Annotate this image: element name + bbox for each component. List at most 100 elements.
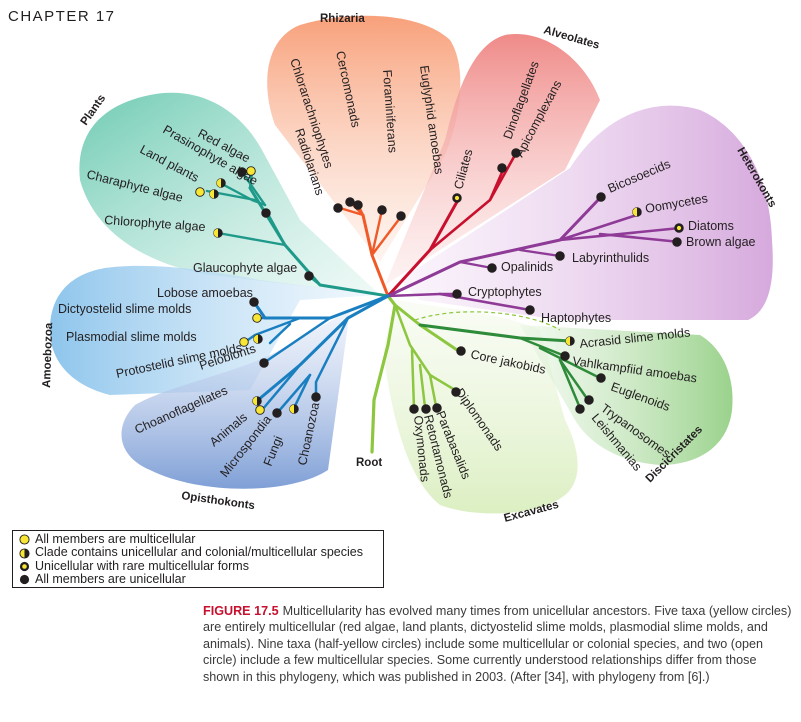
marker-fungi: [289, 404, 299, 414]
marker-red-algae: [246, 166, 256, 176]
heterokonts-stem: [386, 196, 602, 298]
marker-diplomonads: [451, 387, 461, 397]
branch-trypanosomes: [558, 358, 590, 402]
marker-cercomonads: [345, 197, 355, 207]
branch-euglenoids: [538, 346, 602, 380]
discicristates-region: [520, 325, 733, 465]
marker-euglyphid-amoebas: [396, 211, 406, 221]
alveolates-region: [385, 34, 600, 285]
taxon-plasmodial-slime-molds: Plasmodial slime molds: [66, 330, 197, 344]
taxon-labyrinthulids: Labyrinthulids: [572, 251, 649, 265]
plants-region: [79, 92, 381, 295]
branch-pelobionts: [263, 316, 332, 364]
marker-charaphyte-algae-2: [209, 189, 219, 199]
full-yellow-circle-icon: [19, 534, 30, 545]
branch-vahlkampfiid: [518, 336, 567, 358]
marker-bicosoecids: [596, 192, 606, 202]
figure-caption: FIGURE 17.5 Multicellularity has evolved …: [203, 603, 796, 685]
marker-charaphyte-algae: [195, 187, 205, 197]
excavates-dashed-outline: [414, 311, 561, 331]
marker-protostelid: [253, 334, 263, 344]
rhizaria-region: [267, 15, 461, 262]
legend-item-mixed: Clade contains unicellular and colonial/…: [19, 545, 377, 560]
branch-diplomonads: [393, 303, 457, 392]
marker-chlorarachniophytes: [333, 203, 343, 213]
marker-brown-algae: [672, 237, 682, 247]
label-opisthokonts: Opisthokonts: [181, 490, 256, 512]
branch-brown-algae: [598, 232, 682, 244]
marker-foraminiferans: [377, 205, 387, 215]
label-rhizaria: Rhizaria: [320, 13, 365, 25]
taxon-oxymonads: Oxymonads: [411, 415, 432, 483]
marker-euglenoids: [596, 373, 606, 383]
marker-dinoflagellates: [497, 163, 507, 173]
taxon-dictyostelid-slime-molds: Dictyostelid slime molds: [58, 302, 191, 316]
taxon-cryptophytes: Cryptophytes: [468, 285, 542, 299]
root-branch: [370, 294, 397, 454]
branch-plasmodial: [243, 316, 302, 344]
marker-opalinids: [487, 263, 497, 273]
branch-protostelid: [268, 322, 292, 345]
branch-oxymonads: [410, 348, 416, 410]
marker-leishmanias: [575, 404, 585, 414]
branch-opalinids: [458, 260, 494, 270]
legend-text: Clade contains unicellular and colonial/…: [35, 545, 363, 560]
open-yellow-circle-icon: [19, 561, 30, 572]
marker-lobose-amoebas: [249, 297, 259, 307]
marker-apicomplexans: [511, 148, 521, 158]
phylogeny-diagram: Rhizaria Alveolates Heterokonts Plants A…: [41, 13, 778, 525]
branch-retortamonads: [418, 363, 427, 409]
marker-dictyostelid: [252, 313, 262, 323]
marker-parabasalids: [432, 403, 442, 413]
marker-retortamonads: [421, 404, 431, 414]
opisthokonts-region: [121, 310, 350, 489]
branch-chlorarachniophytes: [338, 206, 365, 217]
marker-pelobionts: [259, 358, 269, 368]
amoebozoa-region: [50, 265, 380, 395]
branch-diatoms: [558, 226, 682, 242]
branch-animals: [260, 363, 302, 412]
marker-chlorophyte-algae: [213, 228, 223, 238]
taxon-opalinids: Opalinids: [501, 260, 553, 274]
taxon-glaucophyte-algae: Glaucophyte algae: [193, 261, 297, 275]
branch-euglyphid: [370, 216, 402, 257]
marker-core-jakobids: [456, 346, 466, 356]
marker-plants-inner: [261, 208, 271, 218]
branch-fungi: [292, 373, 312, 410]
legend-item-multicellular: All members are multicellular: [19, 532, 377, 546]
taxon-haptophytes: Haptophytes: [541, 311, 611, 325]
taxon-brown-algae: Brown algae: [686, 235, 756, 249]
chapter-header: CHAPTER 17: [8, 8, 116, 25]
marker-labyrinthulids: [555, 251, 565, 261]
branch-parabasalids: [428, 373, 438, 408]
branch-apicomplexans: [488, 153, 517, 202]
marker-land-plants: [216, 178, 226, 188]
marker-diatoms: [674, 223, 684, 233]
marker-acrasid: [565, 336, 575, 346]
legend-text: Unicellular with rare multicellular form…: [35, 558, 249, 573]
branch-oomycetes: [558, 212, 642, 242]
branch-choanozoa: [314, 316, 350, 397]
marker-trypanosomes: [584, 395, 594, 405]
marker-plasmodial: [239, 337, 249, 347]
branch-prasinophyte: [240, 170, 267, 207]
taxon-diatoms: Diatoms: [688, 219, 734, 233]
legend-text: All members are multicellular: [35, 532, 196, 546]
branch-leishmanias: [558, 358, 582, 410]
figure-label: FIGURE 17.5: [203, 604, 279, 618]
branch-chlorophyte: [216, 231, 287, 247]
marker-choanoflagellates: [252, 396, 262, 406]
branch-labyrinthulids: [518, 248, 562, 258]
marker-radiolarians: [353, 200, 363, 210]
excavates-region: [383, 300, 578, 514]
legend-text: All members are unicellular: [35, 572, 186, 587]
taxon-foraminiferans: Foraminiferans: [380, 69, 400, 153]
label-root: Root: [356, 457, 382, 469]
marker-oxymonads: [409, 404, 419, 414]
marker-oomycetes: [632, 207, 642, 217]
marker-choanozoa: [311, 392, 321, 402]
branch-microspondia: [276, 373, 312, 414]
marker-animals: [255, 405, 265, 415]
marker-ciliates: [452, 193, 462, 203]
marker-vahlkampfiid: [560, 351, 570, 361]
